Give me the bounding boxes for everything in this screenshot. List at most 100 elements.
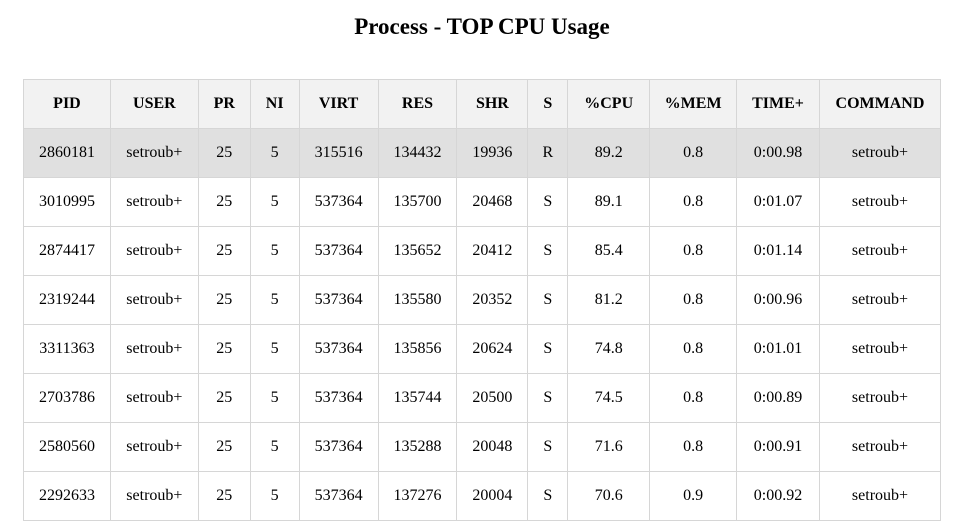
- cell-time: 0:01.07: [736, 177, 820, 227]
- column-header-command[interactable]: COMMAND: [818, 79, 942, 129]
- cell-state: S: [527, 373, 569, 423]
- cell-shr: 20004: [456, 471, 529, 521]
- column-header-ni[interactable]: NI: [249, 79, 300, 129]
- column-header-cpu[interactable]: %CPU: [567, 79, 651, 129]
- cell-state: S: [527, 275, 569, 325]
- column-header-time[interactable]: TIME+: [736, 79, 820, 129]
- cell-res: 135856: [377, 324, 458, 374]
- cell-command: setroub+: [818, 373, 942, 423]
- cell-shr: 20352: [456, 275, 529, 325]
- cell-cpu: 70.6: [567, 471, 651, 521]
- cell-ni: 5: [249, 177, 300, 227]
- table-row[interactable]: 2319244 setroub+ 25 5 537364 135580 20352 S 81.2…: [23, 275, 942, 325]
- cell-pr: 25: [197, 177, 251, 227]
- cell-pr: 25: [197, 471, 251, 521]
- cell-ni: 5: [249, 373, 300, 423]
- cell-command: setroub+: [818, 226, 942, 276]
- cell-pid: 2580560: [23, 422, 111, 472]
- cell-user: setroub+: [109, 226, 199, 276]
- cell-user: setroub+: [109, 128, 199, 178]
- column-header-shr[interactable]: SHR: [456, 79, 529, 129]
- cell-cpu: 74.5: [567, 373, 651, 423]
- cell-virt: 537364: [298, 275, 379, 325]
- cell-command: setroub+: [818, 275, 942, 325]
- column-header-res[interactable]: RES: [377, 79, 458, 129]
- column-header-mem[interactable]: %MEM: [649, 79, 738, 129]
- cell-virt: 537364: [298, 471, 379, 521]
- cell-command: setroub+: [818, 422, 942, 472]
- cell-cpu: 89.1: [567, 177, 651, 227]
- cell-state: S: [527, 324, 569, 374]
- cell-pr: 25: [197, 373, 251, 423]
- cell-virt: 315516: [298, 128, 379, 178]
- cell-shr: 20624: [456, 324, 529, 374]
- cell-res: 135652: [377, 226, 458, 276]
- cell-pid: 2703786: [23, 373, 111, 423]
- cell-shr: 19936: [456, 128, 529, 178]
- cell-time: 0:00.91: [736, 422, 820, 472]
- cell-command: setroub+: [818, 128, 942, 178]
- cell-mem: 0.8: [649, 275, 738, 325]
- cell-user: setroub+: [109, 422, 199, 472]
- cell-command: setroub+: [818, 324, 942, 374]
- cell-mem: 0.9: [649, 471, 738, 521]
- cell-time: 0:00.89: [736, 373, 820, 423]
- table-row[interactable]: 3010995 setroub+ 25 5 537364 135700 20468 S 89.1…: [23, 177, 942, 227]
- cell-ni: 5: [249, 324, 300, 374]
- table-body: 2860181 setroub+ 25 5 315516 134432 19936 R 89.2…: [23, 128, 942, 521]
- header-row: PID USER PR NI VIRT RES SHR S %CPU %MEM …: [23, 79, 942, 129]
- cell-cpu: 85.4: [567, 226, 651, 276]
- cell-command: setroub+: [818, 177, 942, 227]
- cell-ni: 5: [249, 275, 300, 325]
- column-header-pid[interactable]: PID: [23, 79, 111, 129]
- cell-ni: 5: [249, 226, 300, 276]
- cell-state: S: [527, 422, 569, 472]
- cell-cpu: 74.8: [567, 324, 651, 374]
- table-row[interactable]: 2874417 setroub+ 25 5 537364 135652 20412 S 85.4…: [23, 226, 942, 276]
- cell-mem: 0.8: [649, 177, 738, 227]
- cell-time: 0:00.92: [736, 471, 820, 521]
- cell-pid: 2860181: [23, 128, 111, 178]
- cell-pr: 25: [197, 422, 251, 472]
- column-header-virt[interactable]: VIRT: [298, 79, 379, 129]
- column-header-user[interactable]: USER: [109, 79, 199, 129]
- cell-pr: 25: [197, 128, 251, 178]
- cell-virt: 537364: [298, 226, 379, 276]
- cell-state: R: [527, 128, 569, 178]
- cell-time: 0:01.01: [736, 324, 820, 374]
- cell-ni: 5: [249, 471, 300, 521]
- table-row[interactable]: 2703786 setroub+ 25 5 537364 135744 20500 S 74.5…: [23, 373, 942, 423]
- cell-ni: 5: [249, 128, 300, 178]
- cell-pr: 25: [197, 226, 251, 276]
- table-row[interactable]: 2860181 setroub+ 25 5 315516 134432 19936 R 89.2…: [23, 128, 942, 178]
- cell-res: 135700: [377, 177, 458, 227]
- cell-virt: 537364: [298, 177, 379, 227]
- table-row[interactable]: 2580560 setroub+ 25 5 537364 135288 20048 S 71.6…: [23, 422, 942, 472]
- column-header-pr[interactable]: PR: [197, 79, 251, 129]
- cell-user: setroub+: [109, 471, 199, 521]
- cell-ni: 5: [249, 422, 300, 472]
- cell-shr: 20468: [456, 177, 529, 227]
- table-row[interactable]: 2292633 setroub+ 25 5 537364 137276 20004 S 70.6…: [23, 471, 942, 521]
- table-row[interactable]: 3311363 setroub+ 25 5 537364 135856 20624 S 74.8…: [23, 324, 942, 374]
- cell-pid: 3010995: [23, 177, 111, 227]
- cell-pr: 25: [197, 275, 251, 325]
- cell-res: 135288: [377, 422, 458, 472]
- column-header-state[interactable]: S: [527, 79, 569, 129]
- cell-time: 0:00.98: [736, 128, 820, 178]
- cell-virt: 537364: [298, 373, 379, 423]
- cell-state: S: [527, 226, 569, 276]
- cell-user: setroub+: [109, 373, 199, 423]
- cell-user: setroub+: [109, 177, 199, 227]
- cell-state: S: [527, 177, 569, 227]
- cell-mem: 0.8: [649, 422, 738, 472]
- cell-mem: 0.8: [649, 226, 738, 276]
- cell-pid: 3311363: [23, 324, 111, 374]
- cell-res: 135744: [377, 373, 458, 423]
- cell-virt: 537364: [298, 422, 379, 472]
- process-table: PID USER PR NI VIRT RES SHR S %CPU %MEM …: [23, 79, 942, 521]
- cell-pid: 2319244: [23, 275, 111, 325]
- cell-mem: 0.8: [649, 324, 738, 374]
- cell-cpu: 71.6: [567, 422, 651, 472]
- cell-mem: 0.8: [649, 128, 738, 178]
